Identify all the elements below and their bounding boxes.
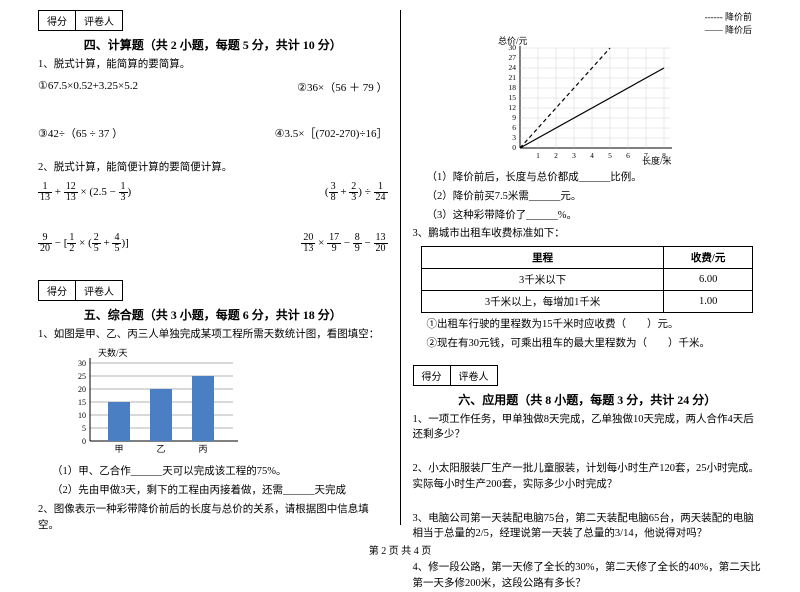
fee-table: 里程收费/元 3千米以下6.00 3千米以上，每增加1千米1.00	[421, 246, 753, 313]
svg-text:4: 4	[590, 151, 594, 160]
line-chart: 总价/元 30 27 24 21 18 15 12 9 6 3 0	[492, 36, 682, 166]
svg-text:20: 20	[78, 385, 86, 394]
expr-3: ③42÷（65 ÷ 37 ）	[38, 125, 123, 141]
section4-title: 四、计算题（共 2 小题，每题 5 分，共计 10 分）	[38, 36, 388, 53]
expr-4: ④3.5×［(702-270)÷16］	[275, 125, 388, 141]
svg-text:6: 6	[626, 151, 630, 160]
svg-text:30: 30	[78, 359, 86, 368]
section6-title: 六、应用题（共 8 小题，每题 3 分，共计 24 分）	[413, 391, 763, 408]
score-box-2: 得分 评卷人	[38, 280, 123, 301]
th-fee: 收费/元	[664, 247, 753, 269]
svg-text:5: 5	[82, 424, 86, 433]
section5-title: 五、综合题（共 3 小题，每题 6 分，共计 18 分）	[38, 306, 388, 323]
page-footer: 第 2 页 共 4 页	[0, 542, 800, 557]
bar-jia	[108, 402, 130, 441]
svg-text:丙: 丙	[198, 444, 207, 454]
svg-text:甲: 甲	[114, 444, 123, 454]
q2-text: 2、脱式计算，能简便计算的要简便计算。	[38, 160, 388, 176]
r-s3: （3）这种彩带降价了______%。	[427, 208, 763, 224]
svg-text:3: 3	[572, 151, 576, 160]
th-mileage: 里程	[422, 247, 664, 269]
expr-row-2: ③42÷（65 ÷ 37 ） ④3.5×［(702-270)÷16］	[38, 125, 388, 141]
score-label-2: 得分	[39, 281, 76, 300]
s6-q2: 2、小太阳服装厂生产一批儿童服装，计划每小时生产120套，25小时完成。实际每小…	[413, 461, 763, 493]
svg-text:5: 5	[608, 151, 612, 160]
score-box: 得分 评卷人	[38, 10, 123, 31]
r2c1: 3千米以上，每增加1千米	[422, 291, 664, 313]
frac-expr-1: 113 + 1213 × (2.5 − 13)	[38, 182, 131, 203]
svg-text:18: 18	[509, 83, 517, 92]
r-t1: ①出租车行驶的里程数为15千米时应收费（ ）元。	[427, 317, 763, 333]
r1c2: 6.00	[664, 269, 753, 291]
r1c1: 3千米以下	[422, 269, 664, 291]
frac-expr-2: (38 + 23) ÷ 124	[325, 182, 388, 203]
x-label: 长度/米	[642, 155, 672, 166]
y-axis-label: 天数/天	[98, 348, 128, 358]
column-divider	[400, 10, 401, 525]
legend-before: ------ 降价前	[705, 12, 752, 22]
svg-text:15: 15	[509, 93, 517, 102]
svg-text:0: 0	[82, 437, 86, 446]
expr-1: ①67.5×0.52+3.25×5.2	[38, 79, 138, 95]
svg-text:27: 27	[509, 53, 517, 62]
expr-row-1: ①67.5×0.52+3.25×5.2 ②36×（56 ＋ 79 ）	[38, 79, 388, 95]
s6-q3: 3、电脑公司第一天装配电脑75台，第二天装配电脑65台，两天装配的电脑相当于总量…	[413, 511, 763, 543]
frac-row-2: 920 − [12 × (25 + 45)] 2013 × 179 − 89 −…	[38, 233, 388, 254]
s6-q1: 1、一项工作任务，甲单独做8天完成，乙单独做10天完成，两人合作4天后还剩多少？	[413, 412, 763, 444]
bar-bing	[192, 376, 214, 441]
r-s1: （1）降价前后，长度与总价都成______比例。	[427, 170, 763, 186]
frac-expr-3: 920 − [12 × (25 + 45)]	[38, 233, 129, 254]
s5-q2: 2、图像表示一种彩带降价前后的长度与总价的关系，请根据图中信息填空。	[38, 502, 388, 534]
left-column: 得分 评卷人 四、计算题（共 2 小题，每题 5 分，共计 10 分） 1、脱式…	[30, 10, 396, 535]
grader-label-3: 评卷人	[451, 366, 497, 385]
legend-after: —— 降价后	[705, 25, 752, 35]
frac-row-1: 113 + 1213 × (2.5 − 13) (38 + 23) ÷ 124	[38, 182, 388, 203]
svg-text:21: 21	[509, 73, 517, 82]
r-s2: （2）降价前买7.5米需______元。	[427, 189, 763, 205]
r-t2: ②现在有30元钱，可乘出租车的最大里程数为（ ）千米。	[427, 336, 763, 352]
svg-text:10: 10	[78, 411, 86, 420]
svg-text:25: 25	[78, 372, 86, 381]
q1-text: 1、脱式计算，能简算的要简算。	[38, 57, 388, 73]
svg-text:1: 1	[536, 151, 540, 160]
score-label-3: 得分	[414, 366, 451, 385]
score-box-3: 得分 评卷人	[413, 365, 498, 386]
svg-text:0: 0	[513, 143, 517, 152]
chart-legend: ------ 降价前 —— 降价后	[413, 10, 753, 36]
grid	[520, 46, 672, 148]
score-label: 得分	[39, 11, 76, 30]
right-column: ------ 降价前 —— 降价后 总价/元 30 27 24 21 18 15…	[405, 10, 771, 535]
r-q3: 3、鹏城市出租车收费标准如下：	[413, 226, 763, 242]
s5-q1: 1、如图是甲、乙、丙三人单独完成某项工程所需天数统计图，看图填空：	[38, 327, 388, 343]
s5-s1: （1）甲、乙合作______天可以完成该工程的75%。	[52, 464, 388, 480]
svg-text:乙: 乙	[156, 444, 165, 454]
svg-text:15: 15	[78, 398, 86, 407]
svg-text:24: 24	[509, 63, 517, 72]
svg-text:3: 3	[513, 133, 517, 142]
gridlines	[520, 48, 670, 148]
svg-text:12: 12	[509, 103, 517, 112]
expr-2: ②36×（56 ＋ 79 ）	[297, 79, 387, 95]
svg-text:30: 30	[509, 43, 517, 52]
frac-expr-4: 2013 × 179 − 89 − 1320	[301, 233, 387, 254]
yticks: 30 27 24 21 18 15 12 9 6 3 0	[509, 43, 517, 152]
svg-text:9: 9	[513, 113, 517, 122]
r2c2: 1.00	[664, 291, 753, 313]
grader-label: 评卷人	[76, 11, 122, 30]
s5-s2: （2）先由甲做3天，剩下的工程由丙接着做，还需______天完成	[52, 483, 388, 499]
bar-chart: 天数/天 30 25 20 15 10 5 0 甲 乙 丙	[68, 348, 248, 458]
svg-text:2: 2	[554, 151, 558, 160]
svg-text:6: 6	[513, 123, 517, 132]
grader-label-2: 评卷人	[76, 281, 122, 300]
bar-yi	[150, 389, 172, 441]
